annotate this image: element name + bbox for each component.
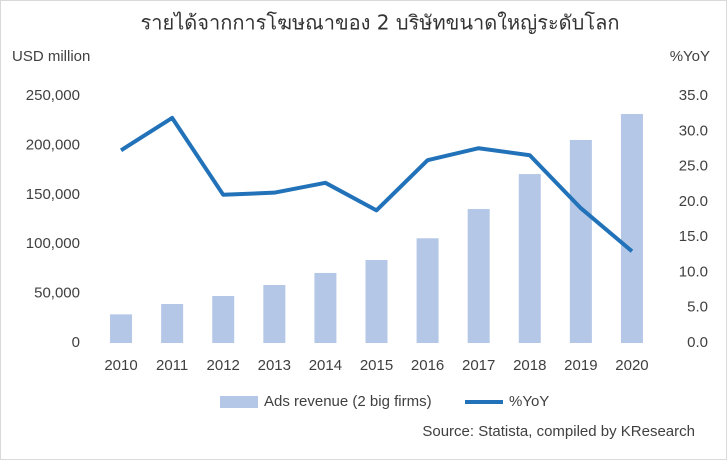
y2-tick-label: 35.0: [679, 87, 708, 104]
x-tick-label: 2015: [360, 357, 393, 374]
x-tick-label: 2010: [104, 357, 137, 374]
y2-axis-label: %YoY: [670, 48, 710, 65]
y2-tick-label: 25.0: [679, 158, 708, 175]
bar: [161, 303, 184, 343]
legend-label: %YoY: [509, 393, 549, 410]
y-tick-label: 250,000: [26, 87, 80, 104]
chart-title: รายได้จากการโฆษณาของ 2 บริษัทขนาดใหญ่ระด…: [141, 11, 620, 35]
y-tick-label: 150,000: [26, 186, 80, 203]
y-tick-label: 0: [72, 334, 80, 351]
y2-tick-label: 20.0: [679, 193, 708, 210]
x-tick-label: 2012: [207, 357, 240, 374]
y2-tick-label: 10.0: [679, 263, 708, 280]
y2-tick-label: 0.0: [687, 334, 708, 351]
line: [119, 115, 634, 253]
bar: [416, 238, 439, 343]
x-tick-label: 2016: [411, 357, 444, 374]
x-tick-label: 2011: [156, 357, 188, 374]
legend-label: Ads revenue (2 big firms): [264, 393, 432, 410]
y2-tick-label: 15.0: [679, 228, 708, 245]
legend-swatch: [220, 396, 258, 408]
bar: [365, 260, 388, 343]
x-tick-label: 2013: [258, 357, 291, 374]
x-tick-label: 2020: [615, 357, 648, 374]
y-tick-label: 100,000: [26, 235, 80, 252]
y2-tick-label: 30.0: [679, 122, 708, 139]
bar: [569, 139, 592, 343]
bar: [620, 113, 643, 343]
bar: [314, 272, 337, 343]
x-tick-label: 2019: [564, 357, 597, 374]
y2-tick-label: 5.0: [687, 299, 708, 316]
y-tick-label: 50,000: [34, 285, 80, 302]
bar: [467, 209, 490, 343]
source: Source: Statista, compiled by KResearch: [422, 423, 695, 440]
x-tick-label: 2014: [309, 357, 342, 374]
bar: [110, 314, 133, 343]
x-tick-label: 2018: [513, 357, 546, 374]
y-axis-label: USD million: [12, 48, 90, 65]
bar: [518, 174, 541, 343]
x-tick-label: 2017: [462, 357, 495, 374]
bar: [212, 295, 235, 343]
y-tick-label: 200,000: [26, 136, 80, 153]
bar: [263, 285, 286, 343]
